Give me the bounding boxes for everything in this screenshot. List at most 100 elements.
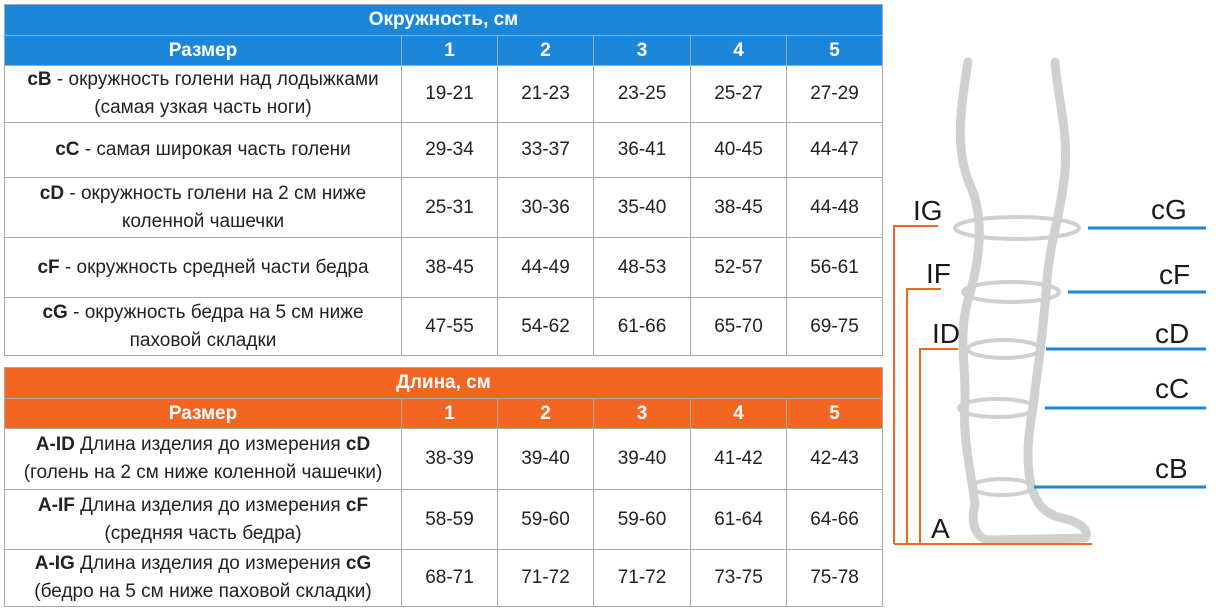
value-cell: 61-66 [593,297,691,356]
ellipse-cf [961,280,1061,304]
value-cell: 59-60 [593,489,691,550]
row-text: - окружность средней части бедра [59,256,369,278]
value-cell: 27-29 [785,65,884,123]
label-cg: cG [1151,194,1187,225]
value-cell: 64-66 [785,489,884,550]
size-1-header: 1 [401,35,498,66]
row-description: cC - самая широкая часть голени [4,122,402,178]
length-table: Длина, см Размер 1 2 3 4 5 A-ID Длина из… [3,367,884,607]
length-title: Длина, см [3,367,884,399]
value-cell: 40-45 [690,122,787,178]
label-id: ID [932,318,960,349]
row-description: A-IG Длина изделия до измерения cG (бедро… [4,549,402,607]
size-3-header: 3 [593,398,691,429]
table-row: cB - окружность голени над лодыжками (сам… [4,65,884,123]
value-cell: 68-71 [401,549,498,607]
leg-measurement-diagram: IG IF ID A cG cF cD cC cB [893,57,1206,545]
label-cd: cD [1155,318,1189,349]
row-code-ref: cF [345,494,369,516]
table-row: A-ID Длина изделия до измерения cD (голен… [4,428,884,490]
size-4-header: 4 [690,35,787,66]
value-cell: 54-62 [497,297,594,356]
label-cb: cB [1155,453,1188,484]
value-cell: 30-36 [497,177,594,238]
value-cell: 75-78 [785,549,884,607]
value-cell: 44-47 [785,122,884,178]
value-cell: 58-59 [401,489,498,550]
table-row: A-IF Длина изделия до измерения cF (средн… [4,489,884,550]
value-cell: 33-37 [497,122,594,178]
size-3-header: 3 [593,35,691,66]
row-text: - окружность голени на 2 см ниже [64,182,367,204]
row-code: A-IF [37,494,75,516]
size-4-header: 4 [690,398,787,429]
value-cell: 44-48 [785,177,884,238]
value-cell: 61-64 [690,489,787,550]
table-row: cC - самая широкая часть голени 29-34 33… [4,122,884,178]
value-cell: 29-34 [401,122,498,178]
value-cell: 39-40 [593,428,691,490]
value-cell: 36-41 [593,122,691,178]
bracket-id [919,348,958,544]
value-cell: 71-72 [593,549,691,607]
row-code: cC [55,139,80,160]
table-row: A-IG Длина изделия до измерения cG (бедро… [4,549,884,607]
row-code: cD [39,182,65,204]
row-description: cD - окружность голени на 2 см ниже колен… [4,177,402,238]
value-cell: 41-42 [690,428,787,490]
label-if: IF [926,258,951,289]
row-subtext: паховой складки [129,329,277,351]
row-subtext: (голень на 2 см ниже коленной чашечки) [23,462,383,483]
bracket-if [906,288,941,544]
value-cell: 25-31 [401,177,498,238]
row-subtext: коленной чашечки [121,210,285,232]
value-cell: 48-53 [593,237,691,298]
table-row: cG - окружность бедра на 5 см ниже пахово… [4,297,884,356]
table-row: cD - окружность голени на 2 см ниже колен… [4,177,884,238]
ellipse-cg [953,215,1081,241]
row-code: cG [42,301,68,323]
size-2-header: 2 [497,398,594,429]
row-subtext: (бедро на 5 см ниже паховой складки) [34,581,372,602]
size-1-header: 1 [401,398,498,429]
value-cell: 73-75 [690,549,787,607]
circumference-table: Окружность, см Размер 1 2 3 4 5 cB - окр… [3,4,884,356]
value-cell: 69-75 [785,297,884,356]
row-text: - окружность голени над лодыжками [51,69,379,90]
row-description: cG - окружность бедра на 5 см ниже пахово… [4,297,402,356]
size-header: Размер [4,35,402,66]
value-cell: 71-72 [497,549,594,607]
size-5-header: 5 [785,35,884,66]
value-cell: 35-40 [593,177,691,238]
row-text: - самая широкая часть голени [79,139,351,160]
label-ig: IG [913,195,943,226]
ellipse-cb [970,477,1034,497]
row-code: cB [27,69,52,90]
value-cell: 38-39 [401,428,498,490]
row-description: A-ID Длина изделия до измерения cD (голен… [4,428,402,490]
value-cell: 19-21 [401,65,498,123]
value-cell: 38-45 [401,237,498,298]
label-a: A [931,513,950,544]
label-cc: cC [1155,373,1189,404]
size-5-header: 5 [785,398,884,429]
value-cell: 25-27 [690,65,787,123]
value-cell: 44-49 [497,237,594,298]
value-cell: 39-40 [497,428,594,490]
bracket-ig [893,225,938,544]
value-cell: 21-23 [497,65,594,123]
value-cell: 47-55 [401,297,498,356]
row-code: A-ID [35,434,75,455]
label-cf: cF [1159,259,1190,290]
row-text: Длина изделия до измерения [74,434,346,455]
row-text: - окружность бедра на 5 см ниже [67,301,364,323]
value-cell: 52-57 [690,237,787,298]
row-code-ref: cD [345,434,371,455]
row-description: cF - окружность средней части бедра [4,237,402,298]
row-subtext: (самая узкая часть ноги) [94,97,312,118]
row-code-ref: cG [345,553,372,574]
row-description: cB - окружность голени над лодыжками (сам… [4,65,402,123]
row-description: A-IF Длина изделия до измерения cF (средн… [4,489,402,550]
row-code: A-IG [34,553,75,574]
row-subtext: (средняя часть бедра) [104,522,302,544]
